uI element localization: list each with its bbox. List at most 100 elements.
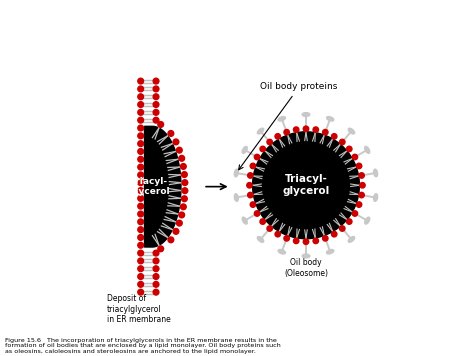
Circle shape [153, 117, 159, 123]
Circle shape [138, 289, 144, 295]
Circle shape [346, 219, 352, 224]
Circle shape [313, 127, 319, 132]
Circle shape [182, 172, 187, 177]
Ellipse shape [374, 169, 378, 177]
Ellipse shape [278, 250, 285, 254]
Circle shape [322, 130, 328, 135]
Circle shape [138, 117, 144, 123]
Circle shape [346, 146, 352, 152]
Circle shape [153, 258, 159, 264]
Circle shape [138, 133, 144, 139]
Circle shape [255, 154, 260, 160]
Text: Triacyl-
glycerol: Triacyl- glycerol [283, 174, 329, 196]
Ellipse shape [365, 146, 370, 153]
Circle shape [360, 183, 365, 188]
Circle shape [260, 146, 265, 152]
Circle shape [339, 139, 345, 145]
Circle shape [253, 132, 359, 239]
Circle shape [173, 139, 179, 145]
Circle shape [153, 282, 159, 287]
Circle shape [153, 289, 159, 295]
Circle shape [260, 219, 265, 224]
Circle shape [138, 141, 144, 147]
Circle shape [138, 110, 144, 115]
Circle shape [138, 94, 144, 100]
Circle shape [179, 212, 184, 218]
Circle shape [138, 78, 144, 84]
Circle shape [359, 192, 365, 198]
Circle shape [138, 172, 144, 178]
Circle shape [293, 127, 299, 132]
Circle shape [352, 154, 357, 160]
Circle shape [138, 250, 144, 256]
Circle shape [331, 231, 337, 237]
Circle shape [138, 227, 144, 232]
Ellipse shape [302, 112, 310, 116]
Circle shape [153, 86, 159, 92]
Circle shape [352, 211, 357, 216]
Circle shape [138, 148, 144, 155]
Circle shape [176, 220, 182, 226]
Ellipse shape [234, 169, 238, 177]
Circle shape [138, 180, 144, 185]
Text: Triacyl-
glycerol: Triacyl- glycerol [129, 177, 170, 196]
Circle shape [339, 226, 345, 231]
Circle shape [158, 246, 164, 252]
Circle shape [158, 122, 164, 127]
Ellipse shape [348, 237, 355, 242]
Ellipse shape [327, 250, 334, 254]
Text: Oil body
(Oleosome): Oil body (Oleosome) [284, 258, 328, 278]
Circle shape [284, 130, 290, 135]
Circle shape [138, 258, 144, 264]
Ellipse shape [234, 194, 238, 201]
Circle shape [153, 102, 159, 108]
Text: Figure 15.6   The incorporation of triacylglycerols in the ER membrane results i: Figure 15.6 The incorporation of triacyl… [5, 337, 281, 354]
Circle shape [303, 126, 309, 131]
Circle shape [153, 274, 159, 279]
Ellipse shape [242, 146, 247, 153]
Circle shape [138, 266, 144, 272]
Circle shape [250, 163, 255, 169]
Circle shape [138, 203, 144, 209]
Circle shape [138, 195, 144, 201]
Circle shape [138, 235, 144, 240]
Circle shape [275, 134, 281, 139]
Text: Oil body proteins: Oil body proteins [239, 82, 338, 170]
Ellipse shape [278, 116, 285, 121]
Ellipse shape [348, 128, 355, 134]
Ellipse shape [257, 128, 264, 134]
Circle shape [322, 236, 328, 241]
Circle shape [359, 173, 365, 178]
Circle shape [181, 163, 186, 169]
Circle shape [356, 163, 362, 169]
Circle shape [179, 156, 184, 161]
Circle shape [182, 188, 188, 194]
Text: Deposit of
triacylglycerol
in ER membrane: Deposit of triacylglycerol in ER membran… [107, 294, 171, 324]
Ellipse shape [327, 116, 334, 121]
Circle shape [267, 139, 273, 145]
Circle shape [182, 196, 187, 201]
Circle shape [138, 188, 144, 193]
Circle shape [247, 192, 253, 198]
Circle shape [173, 229, 179, 234]
Circle shape [138, 282, 144, 287]
Circle shape [138, 86, 144, 92]
Circle shape [331, 134, 337, 139]
Circle shape [313, 238, 319, 244]
Circle shape [138, 156, 144, 162]
Circle shape [303, 239, 309, 245]
Circle shape [275, 231, 281, 237]
Circle shape [176, 147, 182, 153]
Circle shape [267, 226, 273, 231]
Ellipse shape [374, 194, 378, 201]
Circle shape [168, 237, 174, 243]
Circle shape [168, 131, 174, 136]
Circle shape [138, 219, 144, 225]
Ellipse shape [257, 237, 264, 242]
Circle shape [153, 250, 159, 256]
Polygon shape [145, 126, 181, 247]
Circle shape [138, 102, 144, 108]
Ellipse shape [242, 217, 247, 224]
Circle shape [153, 266, 159, 272]
Circle shape [138, 125, 144, 131]
